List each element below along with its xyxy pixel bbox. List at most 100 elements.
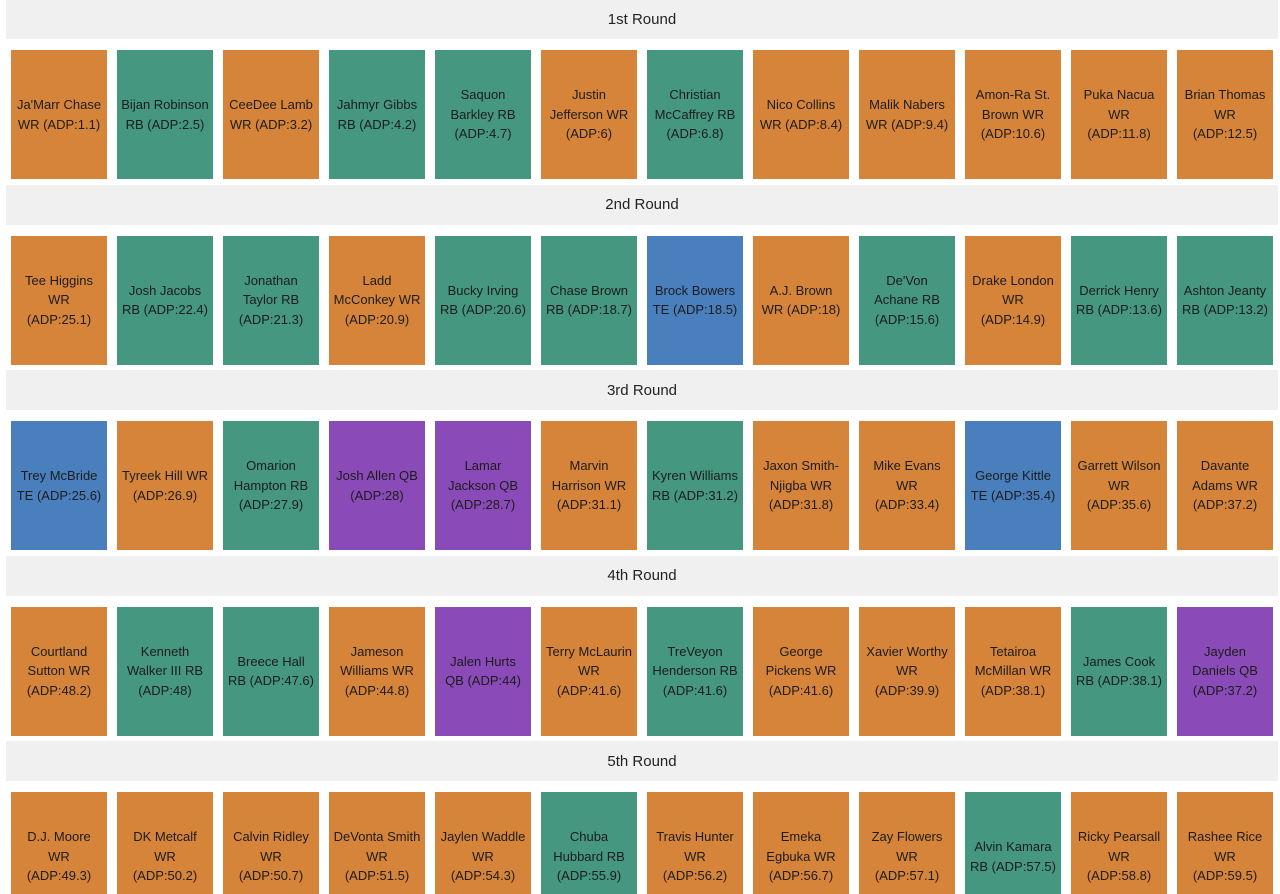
player-position-adp: QB (ADP:44) [445, 673, 521, 688]
player-card[interactable]: Malik Nabers WR (ADP:9.4) [859, 50, 955, 179]
player-position-adp: RB (ADP:2.5) [125, 116, 205, 132]
player-card[interactable]: Courtland Sutton WR (ADP:48.2) [11, 606, 107, 736]
player-name: Lamar Jackson [447, 458, 502, 493]
player-card-text: Omarion Hampton RB (ADP:27.9) [227, 456, 315, 515]
player-name: Garrett Wilson [1077, 458, 1161, 474]
player-name: Kyren Williams [652, 468, 738, 483]
player-card[interactable]: Chase Brown RB (ADP:18.7) [541, 235, 637, 365]
player-card[interactable]: Ladd McConkey WR (ADP:20.9) [329, 235, 425, 365]
player-card[interactable]: Christian McCaffrey RB (ADP:6.8) [647, 50, 743, 179]
player-card[interactable]: Emeka Egbuka WR (ADP:56.7) [753, 792, 849, 894]
player-card[interactable]: Kenneth Walker III RB (ADP:48) [117, 606, 213, 736]
player-card-text: Jaylen Waddle WR (ADP:54.3) [439, 827, 527, 886]
player-card[interactable]: DK Metcalf WR (ADP:50.2) [117, 792, 213, 894]
player-card[interactable]: Davante Adams WR (ADP:37.2) [1177, 421, 1273, 550]
player-card[interactable]: Josh Jacobs RB (ADP:22.4) [117, 235, 213, 365]
player-card[interactable]: Travis Hunter WR (ADP:56.2) [647, 792, 743, 894]
player-card[interactable]: Josh Allen QB (ADP:28) [329, 421, 425, 550]
player-card[interactable]: Bucky Irving RB (ADP:20.6) [435, 235, 531, 365]
player-card[interactable]: Rashee Rice WR (ADP:59.5) [1177, 792, 1273, 894]
player-card[interactable]: Bijan Robinson RB (ADP:2.5) [117, 50, 213, 179]
player-card[interactable]: George Pickens WR (ADP:41.6) [753, 606, 849, 736]
player-card[interactable]: James Cook RB (ADP:38.1) [1071, 606, 1167, 736]
player-card[interactable]: Brock Bowers TE (ADP:18.5) [647, 235, 743, 365]
player-card[interactable]: DeVonta Smith WR (ADP:51.5) [329, 792, 425, 894]
player-card-text: DK Metcalf WR (ADP:50.2) [121, 827, 209, 886]
player-card[interactable]: CeeDee Lamb WR (ADP:3.2) [223, 50, 319, 179]
player-card-text: Terry McLaurin WR (ADP:41.6) [545, 642, 633, 701]
player-card[interactable]: Saquon Barkley RB (ADP:4.7) [435, 50, 531, 179]
player-card[interactable]: De'Von Achane RB (ADP:15.6) [859, 235, 955, 365]
player-card[interactable]: Breece Hall RB (ADP:47.6) [223, 606, 319, 736]
player-name: Josh Jacobs [128, 282, 202, 298]
player-card[interactable]: Alvin Kamara RB (ADP:57.5) [965, 792, 1061, 894]
player-card[interactable]: A.J. Brown WR (ADP:18) [753, 235, 849, 365]
player-card[interactable]: Jalen Hurts QB (ADP:44) [435, 606, 531, 736]
player-name: Ashton Jeanty [1183, 282, 1267, 298]
player-card[interactable]: Xavier Worthy WR (ADP:39.9) [859, 606, 955, 736]
player-position-adp: TE (ADP:18.5) [652, 302, 738, 317]
player-card[interactable]: Jaylen Waddle WR (ADP:54.3) [435, 792, 531, 894]
player-card[interactable]: Marvin Harrison WR (ADP:31.1) [541, 421, 637, 550]
player-position-adp: WR (ADP:35.6) [1086, 477, 1152, 513]
player-position-adp: RB (ADP:21.3) [238, 292, 304, 327]
player-card[interactable]: Tetairoa McMillan WR (ADP:38.1) [965, 606, 1061, 736]
round-header: 4th Round [6, 555, 1278, 596]
player-card-text: Rashee Rice WR (ADP:59.5) [1181, 827, 1269, 886]
round-row: Trey McBride TE (ADP:25.6) Tyreek Hill WR… [6, 421, 1278, 550]
player-card-text: Jalen Hurts QB (ADP:44) [439, 652, 527, 691]
player-card[interactable]: Nico Collins WR (ADP:8.4) [753, 50, 849, 179]
player-card[interactable]: Jaxon Smith-Njigba WR (ADP:31.8) [753, 421, 849, 550]
player-card-text: Amon-Ra St. Brown WR (ADP:10.6) [969, 85, 1057, 144]
player-card[interactable]: Ricky Pearsall WR (ADP:58.8) [1071, 792, 1167, 894]
player-card-text: Chuba Hubbard RB (ADP:55.9) [545, 827, 633, 886]
player-card[interactable]: Tyreek Hill WR (ADP:26.9) [117, 421, 213, 550]
player-card[interactable]: Jameson Williams WR (ADP:44.8) [329, 606, 425, 736]
player-name: TreVeyon Henderson [652, 643, 723, 679]
player-card[interactable]: Calvin Ridley WR (ADP:50.7) [223, 792, 319, 894]
player-card[interactable]: Zay Flowers WR (ADP:57.1) [859, 792, 955, 894]
player-name: Puka Nacua [1083, 87, 1155, 103]
player-position-adp: WR (ADP:6) [565, 106, 629, 142]
player-card[interactable]: Amon-Ra St. Brown WR (ADP:10.6) [965, 50, 1061, 179]
player-position-adp: WR (ADP:57.1) [874, 848, 940, 884]
player-card[interactable]: Jayden Daniels QB (ADP:37.2) [1177, 606, 1273, 736]
player-card[interactable]: Terry McLaurin WR (ADP:41.6) [541, 606, 637, 736]
player-card[interactable]: TreVeyon Henderson RB (ADP:41.6) [647, 606, 743, 736]
player-position-adp: RB (ADP:4.7) [454, 106, 516, 142]
player-name: Kenneth Walker III [126, 643, 190, 679]
player-card-text: A.J. Brown WR (ADP:18) [757, 281, 845, 320]
player-card[interactable]: Jonathan Taylor RB (ADP:21.3) [223, 235, 319, 365]
player-card[interactable]: Trey McBride TE (ADP:25.6) [11, 421, 107, 550]
player-card[interactable]: Brian Thomas WR (ADP:12.5) [1177, 50, 1273, 179]
player-position-adp: WR (ADP:25.1) [26, 292, 92, 327]
player-card[interactable]: Puka Nacua WR (ADP:11.8) [1071, 50, 1167, 179]
player-card-text: Brock Bowers TE (ADP:18.5) [651, 281, 739, 320]
player-card-text: Jayden Daniels QB (ADP:37.2) [1181, 642, 1269, 701]
player-card[interactable]: Ashton Jeanty RB (ADP:13.2) [1177, 235, 1273, 365]
player-card[interactable]: Ja'Marr Chase WR (ADP:1.1) [11, 50, 107, 179]
player-card[interactable]: George Kittle TE (ADP:35.4) [965, 421, 1061, 550]
player-card-text: Drake London WR (ADP:14.9) [969, 271, 1057, 330]
player-card[interactable]: Lamar Jackson QB (ADP:28.7) [435, 421, 531, 550]
player-position-adp: WR (ADP:31.1) [556, 477, 627, 513]
player-card-text: De'Von Achane RB (ADP:15.6) [863, 271, 951, 330]
player-card[interactable]: Garrett Wilson WR (ADP:35.6) [1071, 421, 1167, 550]
player-card-text: Ricky Pearsall WR (ADP:58.8) [1075, 827, 1163, 886]
player-card[interactable]: Kyren Williams RB (ADP:31.2) [647, 421, 743, 550]
player-card[interactable]: Omarion Hampton RB (ADP:27.9) [223, 421, 319, 550]
player-card[interactable]: Mike Evans WR (ADP:33.4) [859, 421, 955, 550]
player-position-adp: RB (ADP:48) [138, 663, 204, 698]
player-card-text: Malik Nabers WR (ADP:9.4) [863, 95, 951, 134]
player-card[interactable]: Tee Higgins WR (ADP:25.1) [11, 235, 107, 365]
player-card[interactable]: Derrick Henry RB (ADP:13.6) [1071, 235, 1167, 365]
player-card-text: TreVeyon Henderson RB (ADP:41.6) [651, 642, 739, 701]
player-card-text: Mike Evans WR (ADP:33.4) [863, 456, 951, 515]
player-name: CeeDee Lamb [229, 97, 313, 112]
player-card[interactable]: Chuba Hubbard RB (ADP:55.9) [541, 792, 637, 894]
player-position-adp: WR (ADP:12.5) [1192, 106, 1258, 142]
player-card[interactable]: Jahmyr Gibbs RB (ADP:4.2) [329, 50, 425, 179]
player-card[interactable]: Drake London WR (ADP:14.9) [965, 235, 1061, 365]
player-card[interactable]: Justin Jefferson WR (ADP:6) [541, 50, 637, 179]
player-card[interactable]: D.J. Moore WR (ADP:49.3) [11, 792, 107, 894]
